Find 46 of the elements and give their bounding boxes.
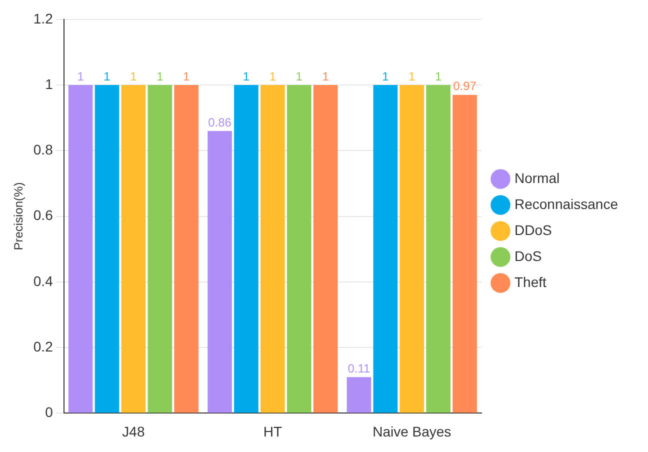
data-label: 1 (408, 69, 416, 84)
data-label: 1 (104, 69, 111, 84)
legend-label: Reconnaissance (514, 196, 618, 212)
data-label: 1 (269, 69, 276, 84)
data-label: 1 (296, 69, 303, 84)
legend-label: Normal (514, 170, 560, 186)
bar (373, 85, 398, 413)
x-tick-label: Naive Bayes (372, 423, 452, 440)
bar (148, 85, 172, 413)
bar (121, 85, 146, 413)
bar (68, 85, 93, 413)
bar (426, 85, 450, 413)
y-tick-label: 0.4 (33, 272, 54, 289)
bar (286, 85, 312, 413)
y-tick-label: 0.2 (33, 338, 54, 354)
data-label: 1 (130, 69, 138, 84)
bar (174, 85, 199, 413)
data-label: 0.86 (208, 115, 232, 130)
legend-label: DDoS (514, 222, 552, 238)
bar (346, 377, 372, 413)
data-label: 1 (77, 69, 84, 84)
data-label: 1 (183, 69, 190, 84)
bar (94, 85, 120, 413)
x-tick-label: HT (263, 423, 282, 440)
bar (260, 85, 285, 413)
bar (452, 94, 477, 413)
y-tick-label: 0.8 (33, 142, 54, 158)
data-label: 0.11 (348, 361, 371, 376)
data-label: 1 (382, 69, 390, 84)
bar (234, 85, 258, 413)
y-tick-label: 0.6 (33, 207, 54, 224)
legend-label: DoS (514, 248, 542, 264)
y-axis-title: Precision(%) (12, 182, 26, 250)
y-tick-label: 1.2 (33, 10, 54, 26)
data-label: 1 (156, 69, 164, 84)
y-tick-label: 0 (45, 404, 54, 420)
data-label: 1 (322, 69, 330, 84)
bar (208, 130, 232, 413)
legend-label: Theft (514, 274, 547, 290)
data-label: 0.97 (453, 79, 477, 94)
y-tick-label: 1 (45, 76, 54, 92)
data-label: 1 (242, 69, 250, 84)
x-tick-label: J48 (122, 423, 145, 440)
bar (313, 85, 338, 413)
bar (400, 85, 424, 413)
data-label: 1 (434, 69, 442, 84)
